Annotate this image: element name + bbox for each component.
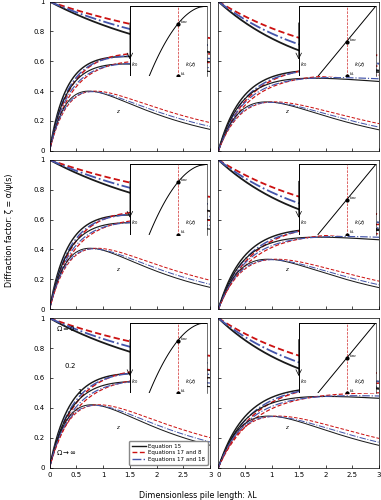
- Text: $1$: $1$: [77, 387, 83, 396]
- Text: $a$ = 0.5
$n$ = 0.5: $a$ = 0.5 $n$ = 0.5: [133, 321, 160, 340]
- Legend: Equation 15, Equations 17 and 8, Equations 17 and 18: Equation 15, Equations 17 and 8, Equatio…: [129, 441, 208, 464]
- Text: $a$ = 0.5
$n$ = 1.0: $a$ = 0.5 $n$ = 1.0: [302, 321, 329, 340]
- Text: $a$ = 0.2
$n$ = 1.0: $a$ = 0.2 $n$ = 1.0: [302, 163, 329, 182]
- Text: $a$ = 0.0
$n$ = 0.5: $a$ = 0.0 $n$ = 0.5: [133, 4, 160, 24]
- Text: $a$ = 0.0
$n$ = 1.0: $a$ = 0.0 $n$ = 1.0: [302, 4, 329, 24]
- Text: Dimensionless pile length: λL: Dimensionless pile length: λL: [139, 491, 257, 500]
- Text: $\Omega\to\infty$: $\Omega\to\infty$: [56, 448, 77, 457]
- Text: $a$ = 0.2
$n$ = 0.5: $a$ = 0.2 $n$ = 0.5: [133, 163, 160, 182]
- Text: $0.2$: $0.2$: [64, 362, 76, 370]
- Text: $\Omega = 0$: $\Omega = 0$: [56, 324, 76, 333]
- Text: Diffraction factor: ζ = α/ψ(s): Diffraction factor: ζ = α/ψ(s): [5, 174, 14, 287]
